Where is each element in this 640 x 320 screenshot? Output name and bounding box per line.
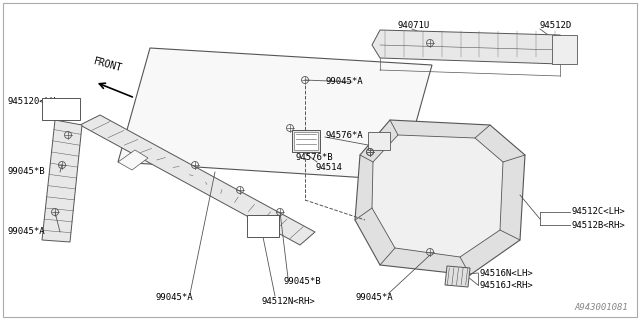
Text: 94512D: 94512D [540,20,572,29]
Bar [294,132,318,150]
Bar [42,98,80,120]
Text: FRONT: FRONT [93,57,124,74]
Bar [247,215,279,237]
Text: 99045*A: 99045*A [155,293,193,302]
Text: 99045*A: 99045*A [8,228,45,236]
Text: 99045*B: 99045*B [8,167,45,177]
Text: A943001081: A943001081 [574,303,628,312]
Text: 99045*A: 99045*A [325,77,363,86]
Polygon shape [445,266,470,287]
Polygon shape [42,120,82,242]
Polygon shape [372,135,503,257]
Polygon shape [355,120,525,275]
Text: 94512N<RH>: 94512N<RH> [262,298,316,307]
Polygon shape [118,48,432,180]
Text: 94512C<LH>: 94512C<LH> [572,207,626,217]
Text: 945120<LH>: 945120<LH> [8,98,61,107]
Polygon shape [372,30,568,64]
Text: 94516J<RH>: 94516J<RH> [480,281,534,290]
Text: 94512B<RH>: 94512B<RH> [572,220,626,229]
Text: 94516N<LH>: 94516N<LH> [480,268,534,277]
Text: 94576*B: 94576*B [295,154,333,163]
Text: 99045*B: 99045*B [284,277,322,286]
Bar [552,35,577,64]
Bar [292,130,320,152]
Text: 94514: 94514 [316,164,343,172]
Text: 94576*A: 94576*A [325,131,363,140]
Polygon shape [118,150,148,170]
Polygon shape [80,115,315,245]
Text: 94071U: 94071U [398,20,430,29]
Text: 99045*A: 99045*A [355,293,392,302]
Bar [368,132,390,150]
